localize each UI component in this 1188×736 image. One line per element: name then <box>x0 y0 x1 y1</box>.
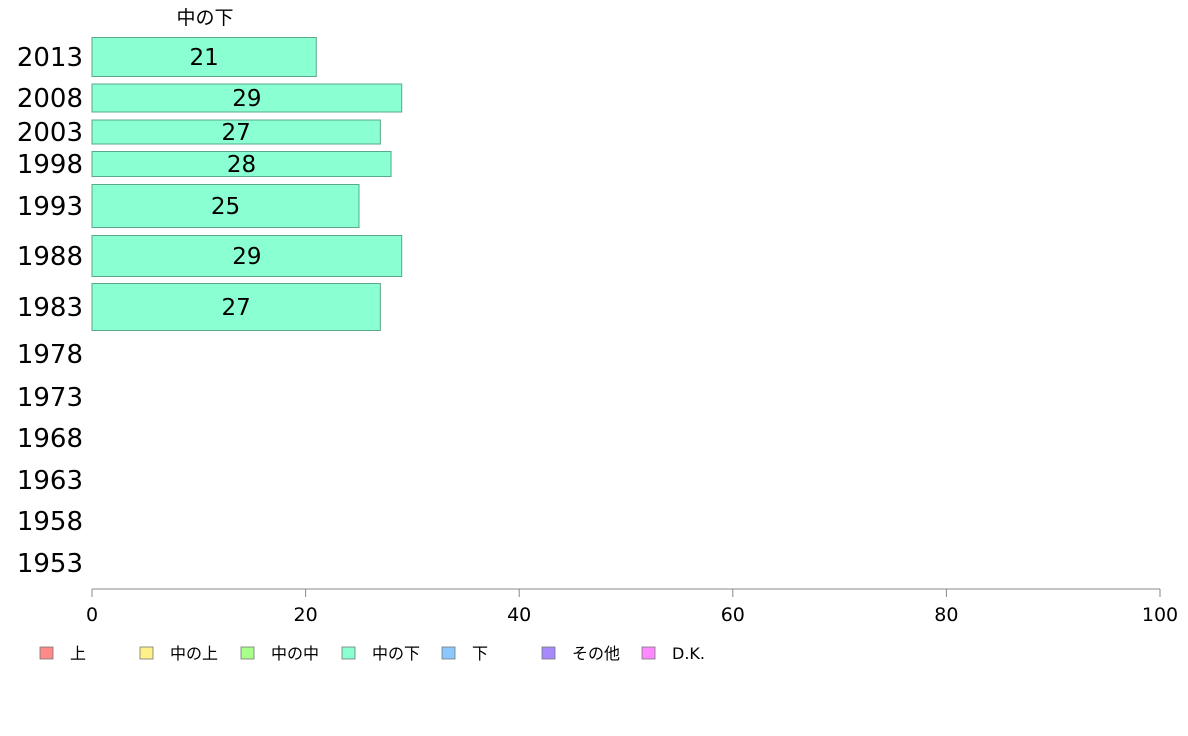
legend-label: 中の上 <box>170 644 218 663</box>
bars <box>91 37 403 331</box>
bar <box>91 283 381 331</box>
year-label: 1968 <box>17 424 83 454</box>
year-label: 2008 <box>17 84 83 114</box>
bar <box>91 37 317 77</box>
series-title: 中の下 <box>176 7 233 29</box>
legend-label: その他 <box>572 644 620 663</box>
bar-value-label: 25 <box>211 194 240 220</box>
legend-swatch <box>441 646 456 660</box>
legend: 上 中の上 中の中 中の下 下 その他 D.K. <box>39 644 705 663</box>
x-axis: 0 20 40 60 80 100 <box>86 588 1178 626</box>
legend-swatch <box>39 646 54 660</box>
year-label: 1958 <box>17 507 83 537</box>
year-label: 2003 <box>17 118 83 148</box>
legend-swatch <box>641 646 656 660</box>
year-label: 1983 <box>17 293 83 323</box>
legend-label: 中の下 <box>372 644 420 663</box>
bar-labels: 21 29 27 28 25 29 27 <box>189 45 261 321</box>
x-tick-label: 60 <box>721 604 745 626</box>
year-label: 1998 <box>17 150 83 180</box>
legend-label: 中の中 <box>271 644 319 663</box>
bar-value-label: 28 <box>227 152 256 178</box>
legend-swatch <box>541 646 556 660</box>
bar <box>91 151 392 177</box>
year-label: 1988 <box>17 242 83 272</box>
bar <box>91 119 381 145</box>
x-tick-label: 100 <box>1142 604 1178 626</box>
bar <box>91 83 403 113</box>
bar-value-label: 21 <box>189 45 218 71</box>
x-tick-label: 0 <box>86 604 98 626</box>
legend-swatch <box>240 646 255 660</box>
legend-swatch <box>341 646 356 660</box>
year-label: 1973 <box>17 383 83 413</box>
year-label: 1978 <box>17 340 83 370</box>
legend-label: D.K. <box>672 644 705 663</box>
bar-value-label: 29 <box>232 244 261 270</box>
x-tick-label: 20 <box>294 604 318 626</box>
x-tick-label: 80 <box>934 604 958 626</box>
bar-value-label: 27 <box>222 295 251 321</box>
bar-value-label: 27 <box>222 120 251 146</box>
bar <box>91 235 403 277</box>
bar-value-label: 29 <box>232 86 261 112</box>
legend-swatch <box>139 646 154 660</box>
year-label: 1953 <box>17 549 83 579</box>
legend-label: 下 <box>472 644 488 663</box>
bar <box>91 184 360 228</box>
legend-label: 上 <box>70 644 86 663</box>
year-label: 2013 <box>17 43 83 73</box>
year-label: 1993 <box>17 192 83 222</box>
x-tick-label: 40 <box>507 604 531 626</box>
year-label: 1963 <box>17 466 83 496</box>
